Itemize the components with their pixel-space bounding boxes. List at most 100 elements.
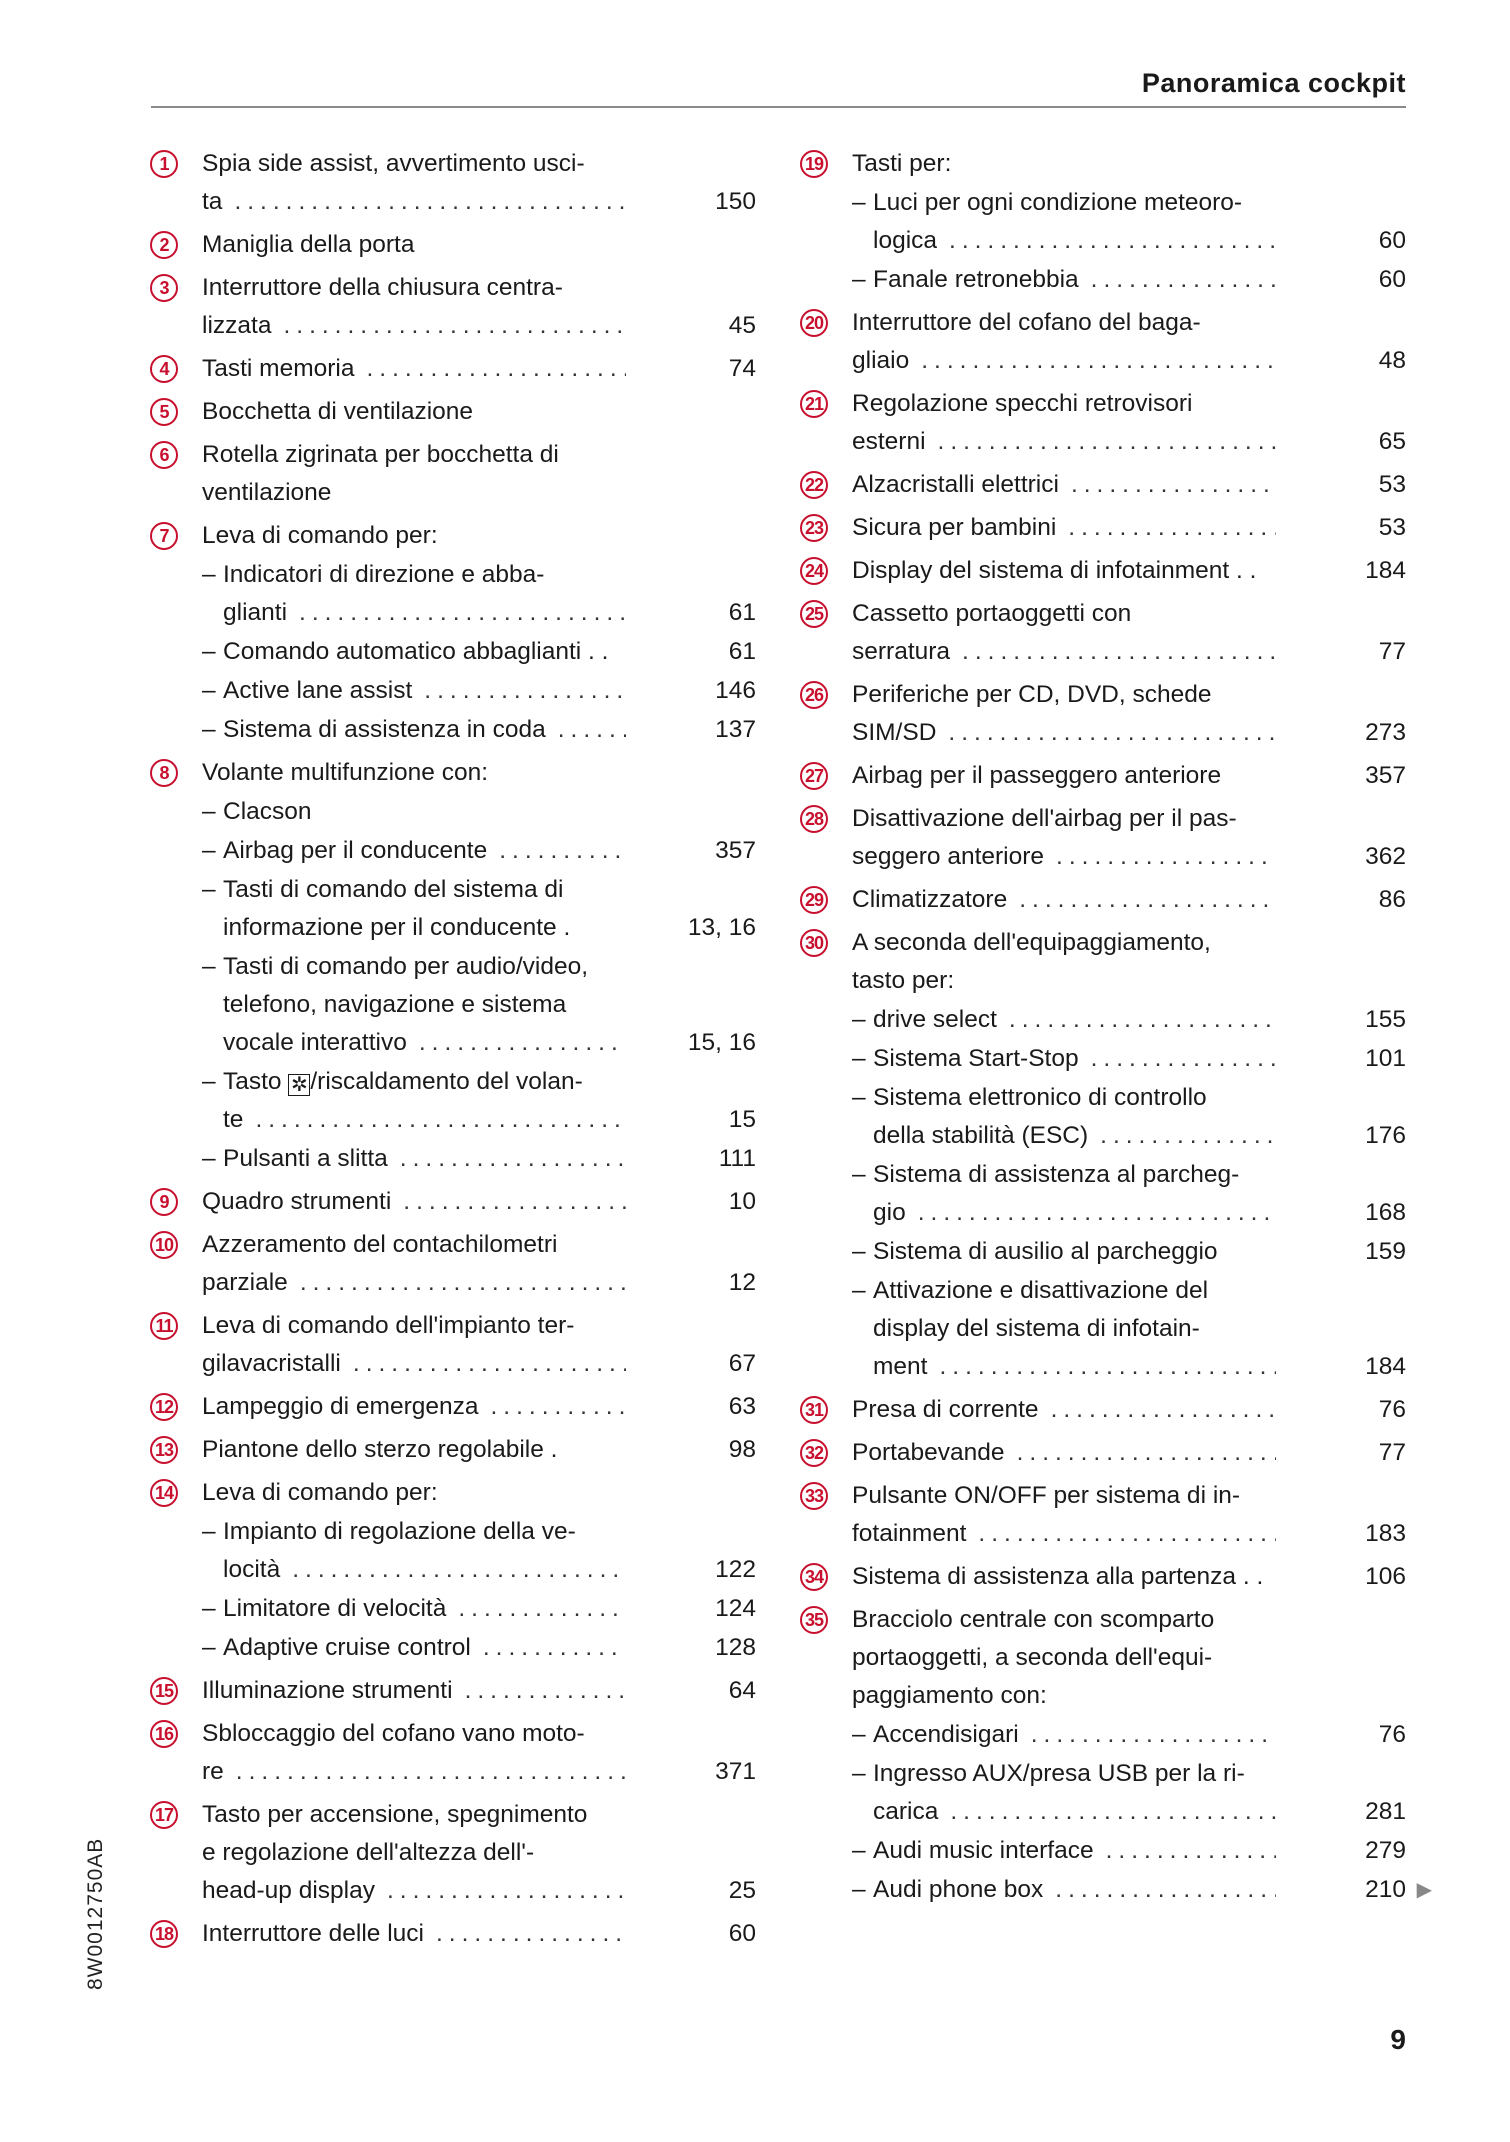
- dot-leader: ........................................…: [1019, 1716, 1276, 1754]
- page-reference[interactable]: 53: [1378, 514, 1406, 541]
- legend-item: 33 Pulsante ON/OFF per sistema di in-fota…: [800, 1477, 1406, 1553]
- page-reference[interactable]: 48: [1378, 347, 1406, 374]
- page-reference[interactable]: 150: [715, 188, 756, 215]
- page-reference[interactable]: 184: [1365, 557, 1406, 584]
- dot-leader-dots: ........................................…: [352, 1350, 626, 1377]
- legend-subitem: –Adaptive cruise control................…: [202, 1629, 756, 1667]
- page-reference[interactable]: 53: [1378, 471, 1406, 498]
- legend-subitem: –Fanale retronebbia.....................…: [852, 261, 1406, 299]
- legend-item: 10 Azzeramento del contachilometri parzial…: [150, 1226, 756, 1302]
- legend-subitem: –Accendisigari..........................…: [852, 1716, 1406, 1754]
- dash: –: [202, 953, 216, 980]
- page-reference[interactable]: 64: [728, 1677, 756, 1704]
- continued-arrow-icon: ▶: [1416, 1879, 1432, 1901]
- page-reference[interactable]: 122: [715, 1556, 756, 1583]
- page-reference[interactable]: 273: [1365, 719, 1406, 746]
- dot-leader: ........................................…: [471, 1629, 626, 1667]
- entry-line: Leva di comando dell'impianto ter-: [202, 1307, 756, 1345]
- legend-subitem: – Ingresso AUX/presa USB per la ri-carica…: [852, 1755, 1406, 1831]
- page-reference[interactable]: 155: [1365, 1006, 1406, 1033]
- dot-leader-dots: ........................................…: [458, 1595, 626, 1622]
- page-reference[interactable]: 357: [715, 837, 756, 864]
- entry-text: Audi music interface: [873, 1837, 1094, 1864]
- entry-text: Interruttore del cofano del baga-: [852, 309, 1201, 336]
- dash: –: [852, 266, 866, 293]
- entry-text: e regolazione dell'altezza dell'-: [202, 1839, 535, 1866]
- page-reference[interactable]: 159: [1365, 1238, 1406, 1265]
- page-reference[interactable]: 98: [728, 1436, 756, 1463]
- page-reference[interactable]: 146: [715, 677, 756, 704]
- page-reference[interactable]: 210: [1365, 1876, 1406, 1903]
- page-reference[interactable]: 371: [715, 1758, 756, 1785]
- dot-leader-dots: ........................................…: [234, 188, 626, 215]
- entry-line: Interruttore della chiusura centra-: [202, 269, 756, 307]
- dash: –: [202, 1518, 216, 1545]
- page-reference[interactable]: 63: [728, 1393, 756, 1420]
- entry-line: Illuminazione strumenti.................…: [202, 1672, 756, 1710]
- entry-line: Lampeggio di emergenza..................…: [202, 1388, 756, 1426]
- entry-line: display del sistema di infotain-: [873, 1310, 1406, 1348]
- legend-item: 5 Bocchetta di ventilazione: [150, 393, 756, 431]
- page-reference[interactable]: 124: [715, 1595, 756, 1622]
- dash: –: [202, 1068, 216, 1095]
- entry-text: Periferiche per CD, DVD, schede: [852, 681, 1212, 708]
- page-reference[interactable]: 61: [728, 599, 756, 626]
- legend-subitem: –Sistema Start-Stop.....................…: [852, 1040, 1406, 1078]
- page-reference[interactable]: 13, 16: [687, 914, 756, 941]
- page-reference[interactable]: 77: [1378, 1439, 1406, 1466]
- entry-text: Sistema di ausilio al parcheggio: [873, 1238, 1218, 1265]
- entry-line: Regolazione specchi retrovisori: [852, 385, 1406, 423]
- page-reference[interactable]: 128: [715, 1634, 756, 1661]
- entry-line: te......................................…: [223, 1101, 756, 1139]
- entry-line: Airbag per il passeggero anteriore 357: [852, 757, 1406, 795]
- page-reference[interactable]: 86: [1378, 886, 1406, 913]
- page-reference[interactable]: 76: [1378, 1721, 1406, 1748]
- page-reference[interactable]: 10: [728, 1188, 756, 1215]
- entry-text: Leva di comando per:: [202, 1479, 438, 1506]
- page-reference[interactable]: 168: [1365, 1199, 1406, 1226]
- page-reference[interactable]: 183: [1365, 1520, 1406, 1547]
- callout-number-icon: 23: [800, 514, 828, 542]
- page-reference[interactable]: 77: [1378, 638, 1406, 665]
- page-reference[interactable]: 281: [1365, 1798, 1406, 1825]
- entry-text: ment: [873, 1353, 928, 1380]
- legend-subitem: – Luci per ogni condizione meteoro-logica…: [852, 184, 1406, 260]
- dot-leader-dots: ........................................…: [1068, 514, 1276, 541]
- entry-text: gio: [873, 1199, 906, 1226]
- legend-subitem: – Impianto di regolazione della ve-locità…: [202, 1513, 756, 1589]
- entry-text: Tasti di comando del sistema di: [223, 876, 564, 903]
- legend-item: 4 Tasti memoria..........................…: [150, 350, 756, 388]
- page-reference[interactable]: 357: [1365, 762, 1406, 789]
- entry-text: Sistema Start-Stop: [873, 1045, 1079, 1072]
- dot-leader: ........................................…: [1079, 261, 1276, 299]
- callout-number-icon: 27: [800, 762, 828, 790]
- page-reference[interactable]: 60: [1378, 266, 1406, 293]
- page-reference[interactable]: 60: [728, 1920, 756, 1947]
- page-reference[interactable]: 15, 16: [687, 1029, 756, 1056]
- page-reference[interactable]: 15: [728, 1106, 756, 1133]
- legend-item: 31 Presa di corrente.....................…: [800, 1391, 1406, 1429]
- page-reference[interactable]: 67: [728, 1350, 756, 1377]
- page-reference[interactable]: 60: [1378, 227, 1406, 254]
- page-reference[interactable]: 106: [1365, 1563, 1406, 1590]
- page-reference[interactable]: 76: [1378, 1396, 1406, 1423]
- page-reference[interactable]: 61: [728, 638, 756, 665]
- page-reference[interactable]: 25: [728, 1877, 756, 1904]
- page-reference[interactable]: 137: [715, 716, 756, 743]
- legend-item: 15 Illuminazione strumenti...............…: [150, 1672, 756, 1710]
- page-reference[interactable]: 111: [718, 1145, 756, 1172]
- page-reference[interactable]: 65: [1378, 428, 1406, 455]
- dot-leader: ........................................…: [287, 594, 626, 632]
- dash: –: [852, 1721, 866, 1748]
- page-reference[interactable]: 362: [1365, 843, 1406, 870]
- callout-number-icon: 17: [150, 1801, 178, 1829]
- page-reference[interactable]: 45: [728, 312, 756, 339]
- page-reference[interactable]: 74: [728, 355, 756, 382]
- page-reference[interactable]: 184: [1365, 1353, 1406, 1380]
- page-reference[interactable]: 101: [1365, 1045, 1406, 1072]
- page-reference[interactable]: 279: [1365, 1837, 1406, 1864]
- page-reference[interactable]: 176: [1365, 1122, 1406, 1149]
- legend-subitem: – Attivazione e disattivazione del display…: [852, 1272, 1406, 1386]
- page-reference[interactable]: 12: [728, 1269, 756, 1296]
- entry-text: Tasti per:: [852, 150, 952, 177]
